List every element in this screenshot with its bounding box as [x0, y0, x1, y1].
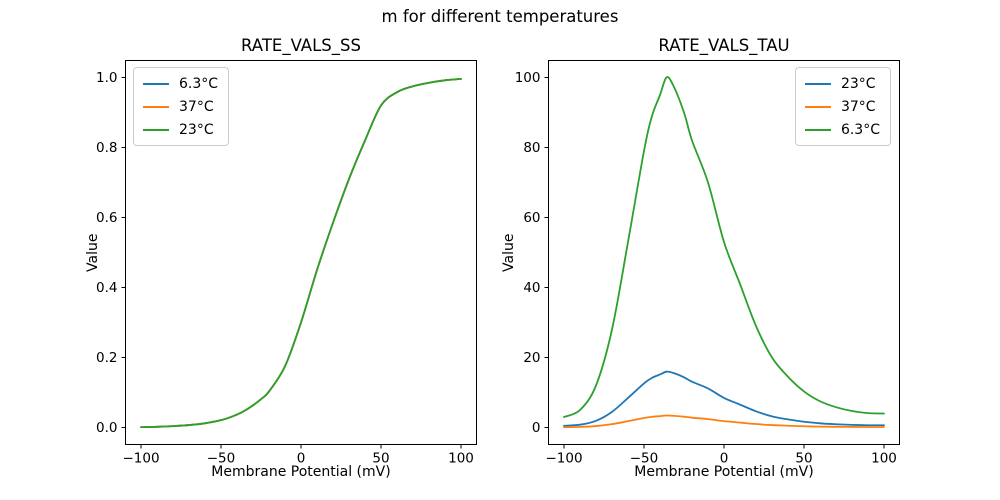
x-tick-label: 100	[871, 451, 897, 467]
y-tick-label: 20	[523, 350, 540, 366]
x-tick-label: 0	[297, 451, 306, 467]
series-line-37c	[563, 414, 885, 429]
y-tick-label: 1.0	[96, 70, 117, 86]
x-tick-label: 50	[372, 451, 389, 467]
legend-item: 6.3°C	[804, 120, 880, 139]
subplot-rate-vals-tau: RATE_VALS_TAU Value −100 −50 0 50 100 0 20 40 60…	[423, 0, 1000, 500]
x-tick-label: −50	[630, 451, 659, 467]
x-tick-label: 50	[795, 451, 812, 467]
x-tick-label: −100	[122, 451, 159, 467]
legend-item: 6.3°C	[143, 74, 218, 93]
axes-frame	[548, 60, 900, 445]
y-tick-label: 60	[523, 210, 540, 226]
legend-line-swatch	[804, 82, 831, 85]
axes-canvas: −100 −50 0 50 100 0.0 0.2 0.4 0.6 0.8 1.0	[96, 60, 477, 467]
legend-label: 23°C	[840, 75, 876, 92]
plot-area: −100 −50 0 50 100 0 20 40 60 80 100	[515, 60, 900, 467]
legend-item: 37°C	[804, 97, 880, 116]
y-axis-label: Value	[85, 233, 101, 272]
plot-area: −100 −50 0 50 100 0.0 0.2 0.4 0.6 0.8 1.0	[96, 60, 477, 467]
legend-label: 23°C	[179, 121, 214, 138]
legend-line-swatch	[804, 128, 831, 131]
x-tick-label: 100	[448, 451, 474, 467]
legend-item: 23°C	[804, 74, 880, 93]
legend-line-swatch	[143, 128, 169, 131]
legend-item: 23°C	[143, 120, 218, 139]
axes-frame	[125, 60, 477, 445]
y-tick-label: 40	[523, 280, 540, 296]
x-axis-label: Membrane Potential (mV)	[634, 464, 814, 480]
x-tick-label: 0	[720, 451, 729, 467]
series-line-6.3c	[563, 76, 885, 418]
legend-label: 6.3°C	[840, 121, 880, 138]
y-tick-label: 0.4	[96, 280, 117, 296]
legend-label: 37°C	[840, 98, 876, 115]
legend-label: 37°C	[179, 98, 214, 115]
y-tick-label: 100	[515, 70, 541, 86]
x-tick-label: −100	[545, 451, 582, 467]
y-tick-label: 0	[532, 420, 541, 436]
series-line-23c	[563, 370, 885, 427]
y-tick-label: 0.0	[96, 420, 117, 436]
legend-line-swatch	[143, 105, 169, 108]
y-tick-label: 0.6	[96, 210, 117, 226]
y-tick-label: 0.2	[96, 350, 117, 366]
y-tick-label: 80	[523, 140, 540, 156]
legend-line-swatch	[804, 105, 831, 108]
legend-item: 37°C	[143, 97, 218, 116]
y-axis-label: Value	[501, 233, 517, 272]
series-line-23c	[140, 78, 462, 429]
legend: 23°C 37°C 6.3°C	[794, 67, 891, 146]
x-tick-label: −50	[207, 451, 236, 467]
subplot-title: RATE_VALS_SS	[241, 36, 361, 55]
subplot-title: RATE_VALS_TAU	[658, 36, 790, 55]
axes-canvas: −100 −50 0 50 100 0 20 40 60 80 100	[515, 60, 900, 467]
figure-title: m for different temperatures	[381, 7, 619, 26]
legend-line-swatch	[143, 82, 169, 85]
legend: 6.3°C 37°C 23°C	[133, 67, 230, 146]
subplot-rate-vals-ss: RATE_VALS_SS Value −100 −50 0 50 100 0.0 0.2 0.…	[85, 36, 477, 480]
legend-label: 6.3°C	[179, 75, 219, 92]
y-tick-label: 0.8	[96, 140, 117, 156]
x-axis-label: Membrane Potential (mV)	[211, 464, 391, 480]
